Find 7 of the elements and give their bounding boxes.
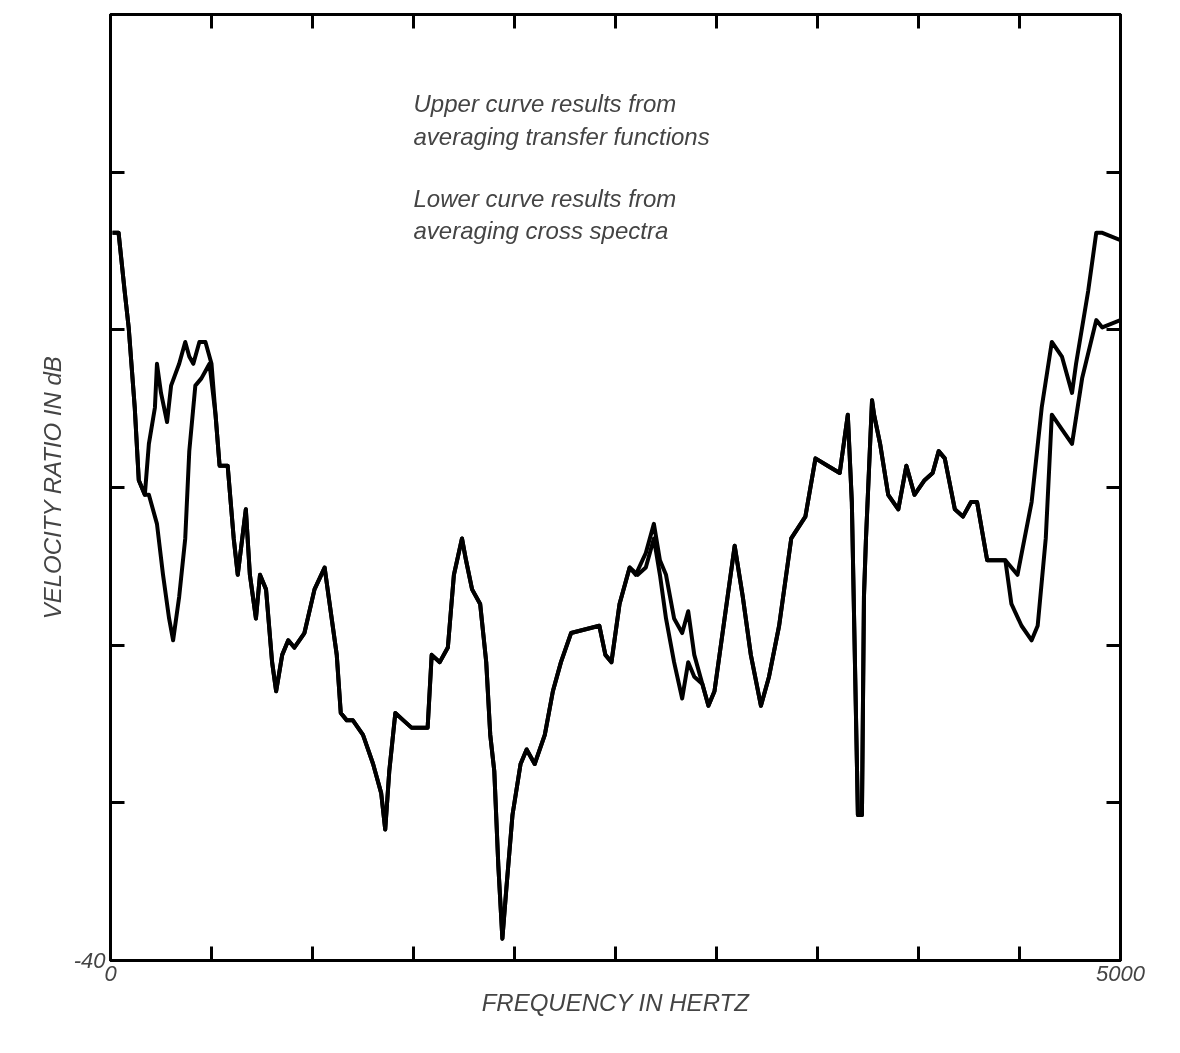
annotation: Lower curve results from averaging cross spectra xyxy=(413,184,677,245)
x-tick-label: 5000 xyxy=(1096,960,1146,986)
text: -40 xyxy=(73,948,107,973)
text: Upper curve results from averaging transfer functions xyxy=(413,90,710,150)
x-axis-title: FREQUENCY IN HERTZ xyxy=(481,988,751,1016)
y-axis-title: VELOCITY RATIO IN dB xyxy=(38,356,66,620)
x-tick-label: 0 xyxy=(104,960,118,986)
